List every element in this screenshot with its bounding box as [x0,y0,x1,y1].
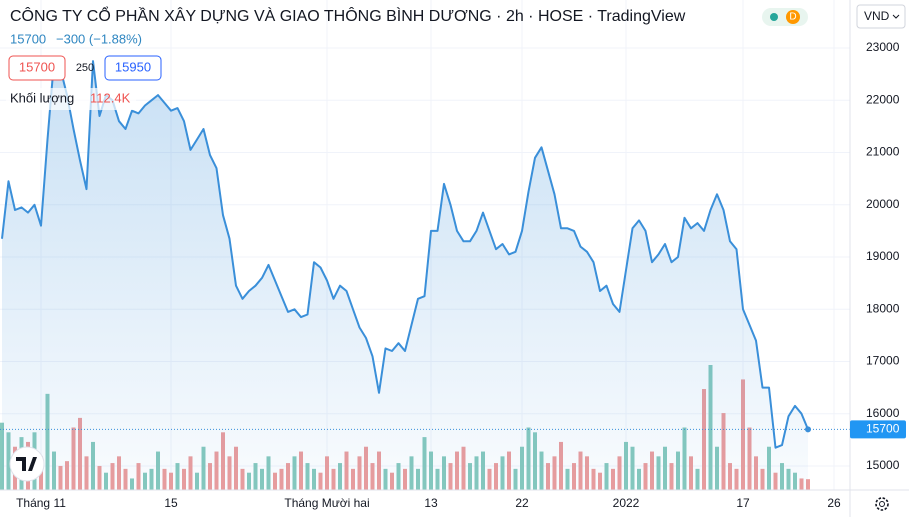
settings-icon[interactable] [875,497,889,511]
badge-circle [786,10,800,24]
price-change: −300 (−1.88%) [56,31,142,46]
spread: 250 [76,62,94,74]
y-tick-label: 16000 [866,406,900,420]
bid: 15700 [19,59,55,74]
x-tick-label: Tháng Mười hai [284,496,369,510]
x-tick-label: Tháng 11 [16,496,66,510]
currency-select[interactable] [856,4,906,29]
volume-legend: Khối lượng [10,90,74,105]
bid-box[interactable] [8,55,66,81]
price-line [1,60,809,449]
price-tag [850,420,906,439]
badge: D [789,12,796,23]
x-tick-label: 15 [164,496,178,510]
ask-box[interactable] [104,55,162,81]
currency: VND [864,9,890,23]
chart-title: CÔNG TY CỔ PHẦN XÂY DỰNG VÀ GIAO THÔNG B… [10,6,686,25]
dropdown-arrow [892,14,900,19]
x-tick-label: 26 [827,496,841,510]
x-tick-label: 13 [424,496,438,510]
x-tick-label: 17 [736,496,750,510]
x-tick-label: 2022 [613,496,640,510]
volume-legend-bg [6,88,136,110]
y-tick-label: 23000 [866,40,900,54]
ask: 15950 [115,59,151,74]
x-tick-label: 22 [515,496,529,510]
y-tick-label: 20000 [866,197,900,211]
volume-value: 112.4K [90,90,131,105]
y-tick-label: 18000 [866,301,900,315]
y-tick-label: 22000 [866,92,900,106]
logo[interactable] [9,446,45,482]
price-tag-label: 15700 [866,422,900,436]
price-area [2,61,808,490]
last-point [805,426,811,433]
settings-icon-center [879,501,885,507]
logo-mark [16,457,37,471]
status-pill[interactable] [762,8,808,26]
last-price: 15700 [10,31,46,46]
y-tick-label: 17000 [866,354,900,368]
y-tick-label: 19000 [866,249,900,263]
y-tick-label: 15000 [866,458,900,472]
y-tick-label: 21000 [866,145,900,159]
status-dot [770,13,778,21]
